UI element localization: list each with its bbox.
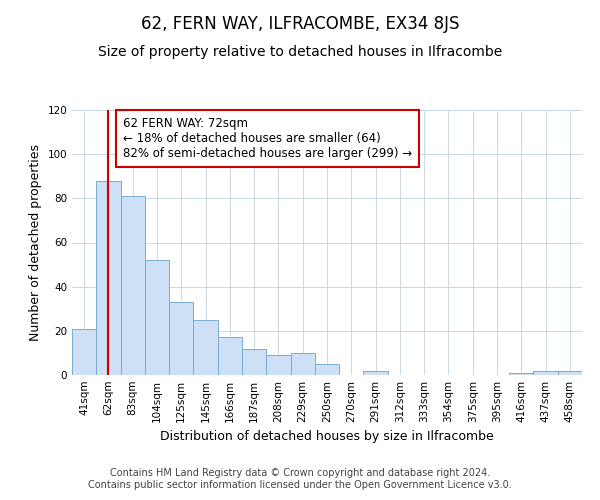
Bar <box>72 328 96 375</box>
Bar <box>509 373 533 375</box>
Text: 62 FERN WAY: 72sqm
← 18% of detached houses are smaller (64)
82% of semi-detache: 62 FERN WAY: 72sqm ← 18% of detached hou… <box>123 116 412 160</box>
Bar <box>242 348 266 375</box>
X-axis label: Distribution of detached houses by size in Ilfracombe: Distribution of detached houses by size … <box>160 430 494 444</box>
Bar <box>218 338 242 375</box>
Bar <box>266 355 290 375</box>
Bar <box>315 364 339 375</box>
Y-axis label: Number of detached properties: Number of detached properties <box>29 144 42 341</box>
Bar <box>193 320 218 375</box>
Bar <box>290 353 315 375</box>
Bar <box>169 302 193 375</box>
Bar <box>364 370 388 375</box>
Bar <box>121 196 145 375</box>
Bar <box>145 260 169 375</box>
Text: Size of property relative to detached houses in Ilfracombe: Size of property relative to detached ho… <box>98 45 502 59</box>
Text: 62, FERN WAY, ILFRACOMBE, EX34 8JS: 62, FERN WAY, ILFRACOMBE, EX34 8JS <box>141 15 459 33</box>
Text: Contains HM Land Registry data © Crown copyright and database right 2024.
Contai: Contains HM Land Registry data © Crown c… <box>88 468 512 490</box>
Bar <box>96 180 121 375</box>
Bar <box>558 370 582 375</box>
Bar <box>533 370 558 375</box>
